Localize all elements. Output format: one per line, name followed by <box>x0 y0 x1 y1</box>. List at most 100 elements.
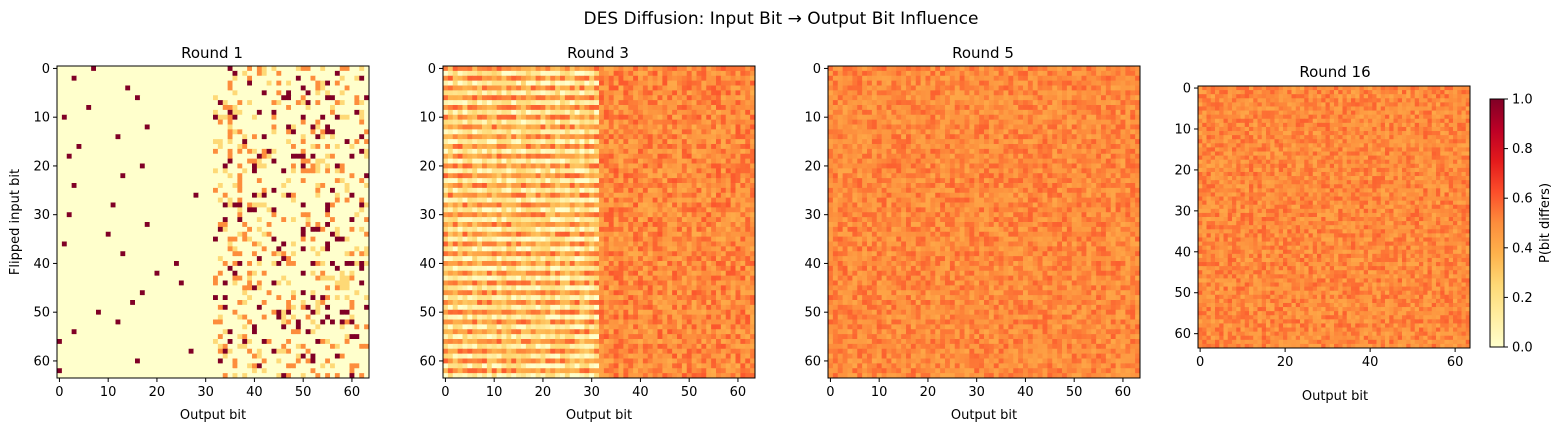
heatmap-cell <box>335 363 340 368</box>
heatmap-cell <box>91 222 96 227</box>
heatmap-cell <box>252 198 257 203</box>
heatmap-cell <box>511 129 516 134</box>
heatmap-cell <box>237 237 242 242</box>
heatmap-cell <box>306 90 311 95</box>
heatmap-cell <box>359 281 364 286</box>
heatmap-cell <box>633 115 638 120</box>
heatmap-cell <box>237 81 242 86</box>
heatmap-cell <box>291 134 296 139</box>
heatmap-cell <box>526 115 531 120</box>
heatmap-cell <box>169 125 174 130</box>
heatmap-cell <box>111 212 116 217</box>
heatmap-cell <box>745 76 750 81</box>
heatmap-cell <box>145 242 150 247</box>
heatmap-cell <box>306 86 311 91</box>
heatmap-cell <box>145 76 150 81</box>
heatmap-cell <box>135 139 140 144</box>
heatmap-cell <box>135 203 140 208</box>
heatmap-cell <box>276 315 281 320</box>
heatmap-cell <box>164 285 169 290</box>
heatmap-cell <box>653 81 658 86</box>
heatmap-cell <box>315 232 320 237</box>
heatmap-cell <box>340 222 345 227</box>
heatmap-cell <box>86 324 91 329</box>
heatmap-cell <box>223 368 228 373</box>
heatmap-cell <box>330 134 335 139</box>
heatmap-cell <box>697 71 702 76</box>
heatmap-cell <box>67 198 72 203</box>
heatmap-cell <box>458 100 463 105</box>
heatmap-cell <box>135 232 140 237</box>
heatmap-cell <box>335 285 340 290</box>
heatmap-cell <box>189 115 194 120</box>
heatmap-cell <box>111 310 116 315</box>
heatmap-cell <box>252 139 257 144</box>
heatmap-cell <box>296 222 301 227</box>
heatmap-cell <box>706 95 711 100</box>
heatmap-cell <box>516 110 521 115</box>
heatmap-cell <box>633 125 638 130</box>
heatmap-cell <box>330 256 335 261</box>
heatmap-cell <box>203 193 208 198</box>
heatmap-cell <box>628 125 633 130</box>
heatmap-cell <box>745 95 750 100</box>
heatmap-cell <box>101 207 106 212</box>
heatmap-cell <box>467 81 472 86</box>
heatmap-cell <box>96 178 101 183</box>
heatmap-cell <box>174 222 179 227</box>
heatmap-cell <box>111 227 116 232</box>
heatmap-cell <box>174 105 179 110</box>
heatmap-cell <box>72 300 77 305</box>
heatmap-cell <box>291 203 296 208</box>
heatmap-cell <box>155 290 160 295</box>
heatmap-cell <box>716 90 721 95</box>
heatmap-cell <box>242 173 247 178</box>
heatmap-cell <box>609 105 614 110</box>
heatmap-cell <box>194 334 199 339</box>
heatmap-cell <box>169 217 174 222</box>
heatmap-cell <box>155 110 160 115</box>
heatmap-cell <box>135 305 140 310</box>
heatmap-cell <box>81 344 86 349</box>
heatmap-cell <box>150 144 155 149</box>
heatmap-cell <box>257 305 262 310</box>
heatmap-cell <box>281 81 286 86</box>
heatmap-cell <box>81 290 86 295</box>
heatmap-cell <box>453 95 458 100</box>
heatmap-cell <box>272 354 277 359</box>
heatmap-cell <box>550 76 555 81</box>
heatmap-cell <box>286 363 291 368</box>
heatmap-cell <box>233 120 238 125</box>
heatmap-cell <box>184 144 189 149</box>
heatmap-cell <box>135 261 140 266</box>
heatmap-cell <box>145 110 150 115</box>
heatmap-cell <box>736 110 741 115</box>
heatmap-cell <box>150 183 155 188</box>
heatmap-cell <box>91 242 96 247</box>
heatmap-cell <box>140 295 145 300</box>
heatmap-cell <box>91 359 96 364</box>
heatmap-cell <box>111 242 116 247</box>
heatmap-cell <box>106 305 111 310</box>
heatmap-cell <box>541 105 546 110</box>
heatmap-cell <box>86 100 91 105</box>
heatmap-cell <box>86 178 91 183</box>
heatmap-cell <box>106 193 111 198</box>
heatmap-cell <box>208 237 213 242</box>
heatmap-cell <box>281 261 286 266</box>
heatmap-cell <box>291 281 296 286</box>
heatmap-cell <box>311 71 316 76</box>
heatmap-cell <box>169 178 174 183</box>
heatmap-cell <box>159 290 164 295</box>
heatmap-cell <box>706 110 711 115</box>
heatmap-cell <box>91 339 96 344</box>
heatmap-cell <box>648 81 653 86</box>
heatmap-cell <box>252 125 257 130</box>
heatmap-cell <box>311 105 316 110</box>
heatmap-cell <box>658 125 663 130</box>
heatmap-cell <box>315 329 320 334</box>
heatmap-cell <box>198 237 203 242</box>
heatmap-cell <box>86 242 91 247</box>
heatmap-cell <box>276 178 281 183</box>
heatmap-cell <box>335 276 340 281</box>
